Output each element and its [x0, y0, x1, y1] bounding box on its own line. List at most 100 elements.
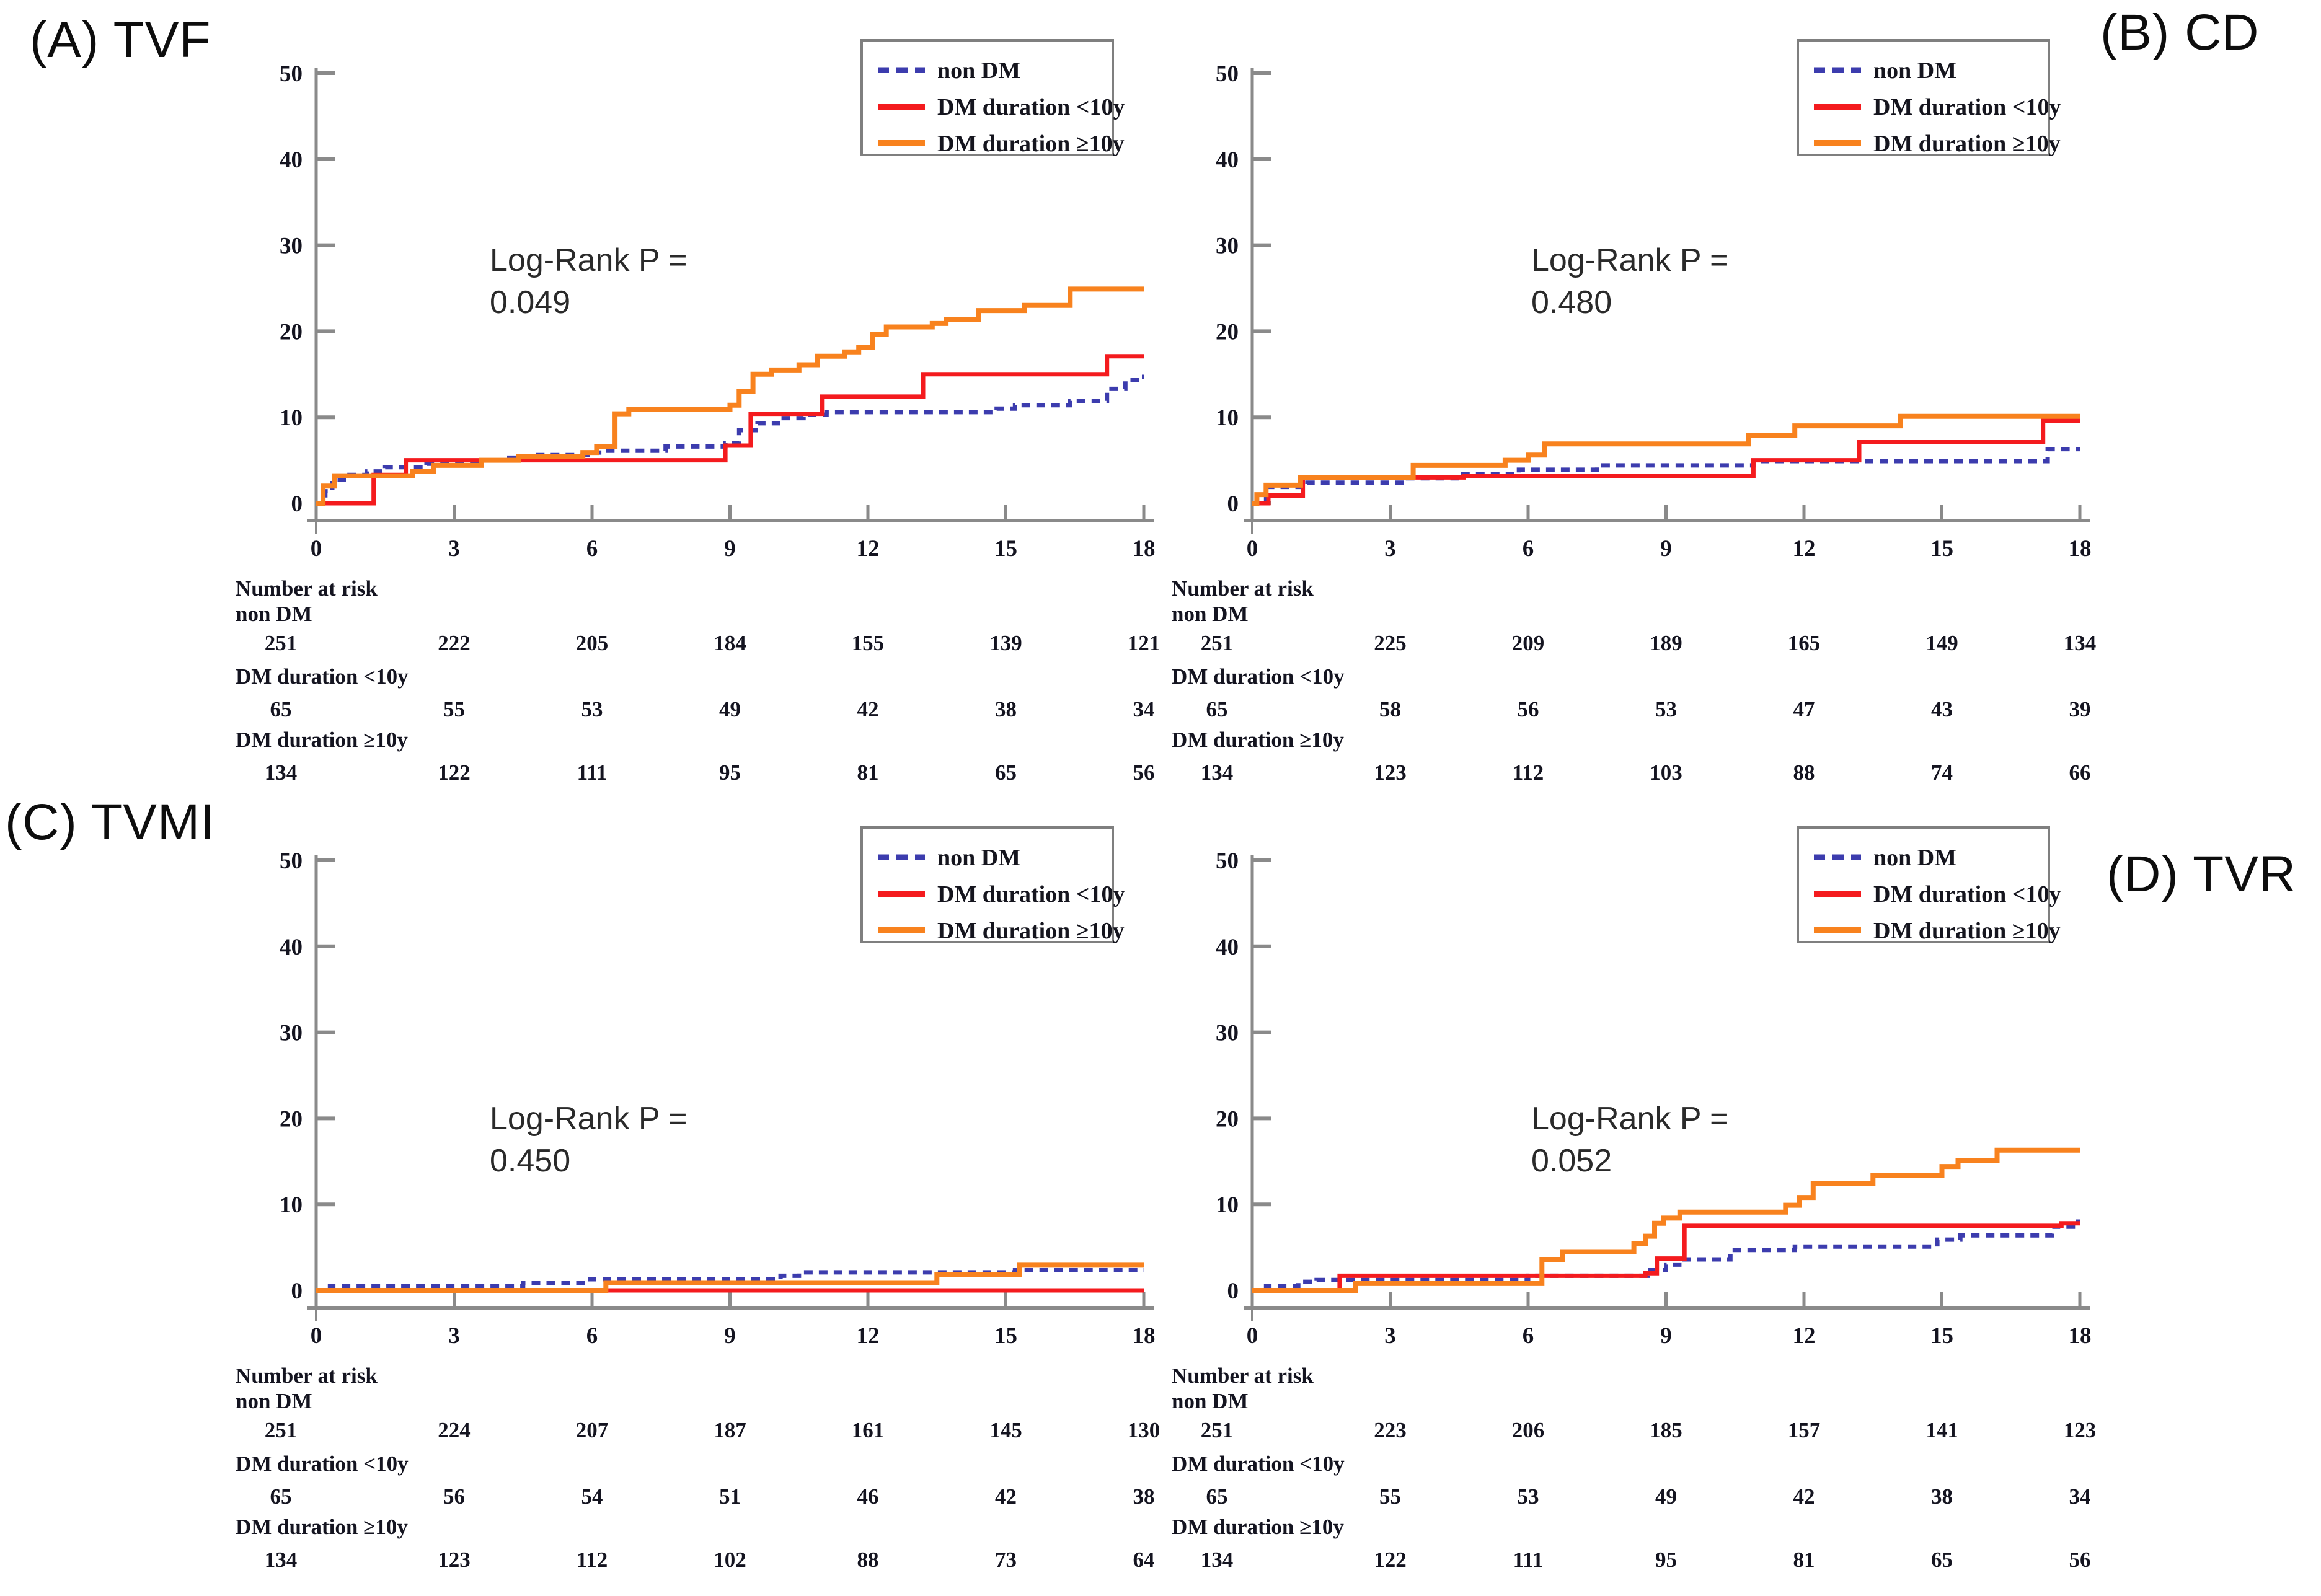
risk-value: 123 [2063, 1418, 2097, 1442]
legend-label: non DM [1873, 845, 1956, 871]
risk-value: 145 [989, 1418, 1022, 1442]
y-tick-label: 40 [280, 148, 303, 173]
y-tick-label: 20 [1216, 1106, 1239, 1132]
legend-label: DM duration ≥10y [1873, 131, 2061, 157]
x-tick-label: 6 [1523, 1323, 1534, 1349]
panel-d: 0 10 20 30 40 50 0 3 6 9 12 15 18 non DM DM duration <… [1035, 803, 2126, 1596]
y-tick-label: 40 [280, 935, 303, 960]
risk-value: 53 [1655, 697, 1677, 721]
x-tick-label: 15 [1930, 1323, 1953, 1349]
y-tick-label: 20 [1216, 319, 1239, 345]
y-tick-label: 30 [280, 234, 303, 259]
y-tick-label: 0 [291, 1279, 303, 1304]
risk-value: 134 [1200, 1548, 1234, 1572]
x-tick-label: 12 [857, 1323, 880, 1349]
risk-value: 122 [438, 761, 471, 785]
risk-value: 155 [851, 631, 885, 655]
risk-value: 112 [576, 1548, 608, 1572]
risk-value: 65 [270, 1484, 292, 1509]
risk-value: 88 [857, 1548, 879, 1572]
legend-label: DM duration <10y [937, 881, 1125, 907]
km-chart-a: 0 10 20 30 40 50 0 3 6 9 12 15 18 non DM DM duration <… [280, 39, 1156, 562]
risk-value: 139 [989, 631, 1022, 655]
series-dm_ge10-line [316, 1262, 1144, 1293]
legend-label: DM duration ≥10y [1873, 918, 2061, 944]
risk-value: 251 [1200, 631, 1234, 655]
series-dm_lt10-line [1252, 1221, 2080, 1293]
risk-value: 64 [1133, 1548, 1155, 1572]
x-tick-label: 18 [2069, 1323, 2092, 1349]
risk-value: 149 [1925, 631, 1958, 655]
y-tick-label: 40 [1216, 148, 1239, 173]
x-tick-label: 15 [1930, 536, 1953, 562]
legend-label: non DM [937, 58, 1020, 84]
risk-row-label: DM duration <10y [1172, 1452, 1345, 1476]
x-tick-label: 0 [311, 536, 322, 562]
log-rank-text-line2: 0.480 [1531, 284, 1612, 320]
risk-value: 111 [1513, 1548, 1544, 1572]
risk-value: 38 [1931, 1484, 1953, 1509]
panel-c: 0 10 20 30 40 50 0 3 6 9 12 15 18 non DM DM duration <… [99, 803, 1190, 1596]
risk-value: 38 [1133, 1484, 1155, 1509]
log-rank-text-line1: Log-Rank P = [1531, 1101, 1728, 1137]
risk-row-label: non DM [236, 602, 312, 626]
legend-label: DM duration <10y [1873, 94, 2061, 120]
legend-box [1797, 826, 2050, 943]
y-tick-label: 0 [291, 492, 303, 517]
risk-value: 187 [714, 1418, 746, 1442]
x-tick-label: 0 [1247, 1323, 1258, 1349]
risk-value: 46 [857, 1484, 879, 1509]
risk-row-label: DM duration ≥10y [236, 728, 408, 752]
log-rank-text-line2: 0.052 [1531, 1143, 1612, 1179]
risk-value: 39 [2069, 697, 2091, 721]
x-tick-label: 3 [1384, 1323, 1396, 1349]
risk-value: 185 [1650, 1418, 1682, 1442]
x-tick-label: 6 [586, 536, 598, 562]
risk-value: 65 [270, 697, 292, 721]
risk-value: 58 [1379, 697, 1401, 721]
risk-value: 222 [438, 631, 471, 655]
series-dm_ge10-line [1252, 413, 2080, 506]
x-tick-label: 6 [586, 1323, 598, 1349]
risk-value: 66 [2069, 761, 2091, 785]
legend-label: DM duration ≥10y [937, 131, 1125, 157]
risk-value: 205 [575, 631, 609, 655]
risk-value: 53 [1517, 1484, 1539, 1509]
risk-value: 251 [264, 631, 298, 655]
risk-value: 43 [1931, 697, 1953, 721]
x-tick-label: 9 [1660, 536, 1672, 562]
legend-label: non DM [1873, 58, 1956, 84]
risk-value: 56 [443, 1484, 465, 1509]
risk-value: 65 [1931, 1548, 1953, 1572]
y-tick-label: 50 [1216, 849, 1239, 874]
series-dm_lt10-line [316, 354, 1144, 506]
risk-row-label: DM duration <10y [1172, 664, 1345, 689]
risk-value: 42 [995, 1484, 1017, 1509]
x-tick-label: 15 [994, 1323, 1017, 1349]
series-non_dm-line [1252, 1219, 2080, 1293]
legend-box [860, 39, 1114, 156]
legend-label: non DM [937, 845, 1020, 871]
y-tick-label: 50 [280, 849, 303, 874]
risk-value: 65 [995, 761, 1017, 785]
risk-value: 223 [1374, 1418, 1407, 1442]
risk-value: 53 [581, 697, 603, 721]
km-chart-d: 0 10 20 30 40 50 0 3 6 9 12 15 18 non DM DM duration <… [1216, 826, 2092, 1349]
x-tick-label: 0 [311, 1323, 322, 1349]
risk-value: 42 [1793, 1484, 1815, 1509]
risk-value: 56 [2069, 1548, 2091, 1572]
risk-value: 123 [438, 1548, 471, 1572]
risk-value: 73 [995, 1548, 1017, 1572]
panel-c-title: (C) TVMI [5, 794, 216, 850]
y-tick-label: 40 [1216, 935, 1239, 960]
risk-value: 42 [857, 697, 879, 721]
legend: non DM DM duration <10y DM duration ≥10y [1797, 826, 2061, 944]
risk-value: 95 [719, 761, 741, 785]
legend-label: DM duration <10y [1873, 881, 2061, 907]
series-non_dm-line [316, 374, 1144, 506]
series-non_dm-line [316, 1268, 1144, 1293]
x-tick-label: 12 [1793, 536, 1816, 562]
panel-a-title: (A) TVF [30, 12, 211, 68]
legend-box [860, 826, 1114, 943]
risk-table-header: Number at risk [236, 576, 378, 601]
